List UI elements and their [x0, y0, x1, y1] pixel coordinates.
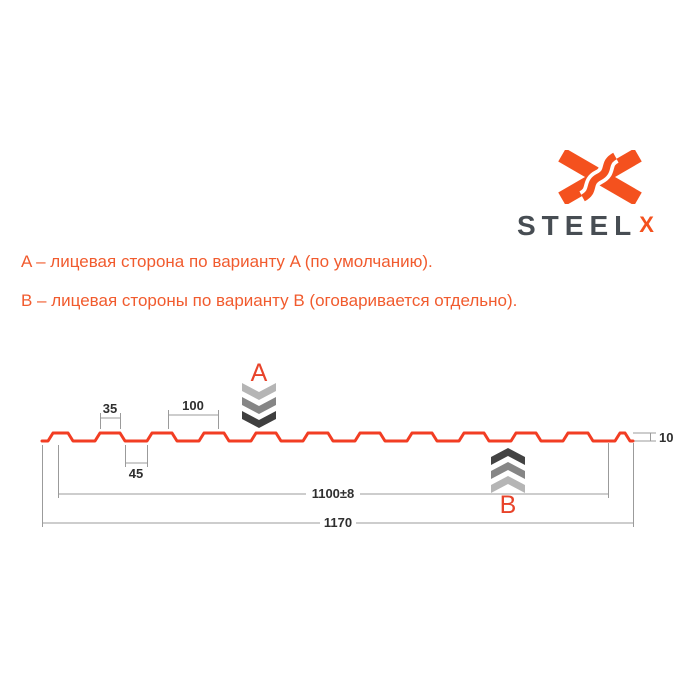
steelx-logo-icon — [558, 150, 642, 204]
chevron-up-dark-icon — [491, 448, 525, 465]
wordmark-text: STEEL — [517, 210, 638, 241]
dim-label-100: 100 — [182, 398, 204, 413]
dimension-trough-bottom: 45 — [125, 445, 148, 481]
face-b-marker: B — [491, 448, 525, 519]
dim-label-45: 45 — [129, 466, 143, 481]
chevron-down-light-icon — [242, 383, 276, 400]
wordmark-x-accent: X — [639, 212, 654, 237]
chevron-up-light-icon — [491, 476, 525, 493]
face-b-letter: B — [500, 491, 517, 519]
face-a-letter: A — [251, 359, 268, 387]
dimension-working-width: 1100±8 — [58, 443, 609, 501]
dim-label-1170: 1170 — [324, 515, 352, 530]
profile-outline — [40, 431, 635, 443]
legend-variant-a: A – лицевая сторона по варианту A (по ум… — [21, 252, 433, 271]
chevron-down-mid-icon — [242, 397, 276, 414]
dimension-crest-top: 35 — [100, 401, 121, 429]
dimension-profile-height: 10 — [633, 430, 673, 445]
chevron-up-mid-icon — [491, 462, 525, 479]
dimension-overall-width: 1170 — [42, 443, 634, 530]
legend-variant-b: B – лицевая стороны по варианту B (огова… — [21, 291, 518, 310]
dim-label-35: 35 — [103, 401, 117, 416]
chevron-down-dark-icon — [242, 411, 276, 428]
steelx-wordmark: STEEL X — [517, 212, 654, 240]
dim-label-10: 10 — [659, 430, 673, 445]
profile-drawing: 35 100 45 10 1100±8 — [40, 359, 673, 530]
dim-label-1100: 1100±8 — [312, 486, 355, 501]
face-a-marker: A — [242, 359, 276, 428]
dimension-pitch: 100 — [168, 398, 219, 429]
logo-s-curve — [580, 152, 618, 202]
